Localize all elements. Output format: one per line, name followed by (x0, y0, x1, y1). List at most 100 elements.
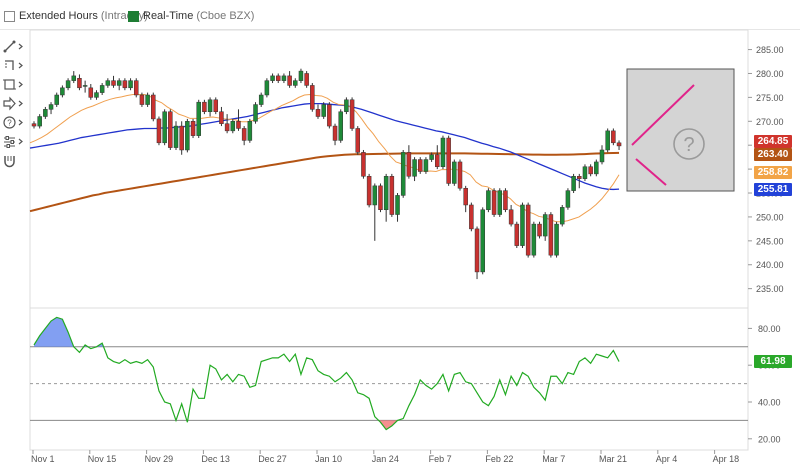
candle (275, 73, 281, 84)
candle-body (287, 75, 292, 86)
candle (156, 116, 162, 146)
candle-body (599, 149, 605, 163)
rsi-panel (30, 316, 748, 431)
candle-body (395, 195, 400, 215)
candle (207, 97, 213, 117)
candle-body (253, 104, 258, 122)
candle (406, 145, 412, 179)
realtime-toggle[interactable]: Real-Time (Cboe BZX) (128, 9, 254, 23)
candle-body (281, 75, 287, 81)
candle-body (338, 111, 343, 141)
time-tick-label: Apr 4 (656, 454, 678, 464)
candle (389, 173, 395, 217)
candle-body (310, 85, 315, 110)
candle-body (366, 176, 372, 206)
candle (54, 92, 59, 107)
price-tick-label: 275.00 (756, 93, 784, 103)
candle (37, 114, 42, 129)
candle (599, 145, 605, 165)
candle-body (537, 223, 542, 237)
candle-body (355, 128, 361, 153)
candle (531, 221, 537, 258)
realtime-checkbox[interactable] (128, 10, 139, 22)
candle-body (133, 80, 139, 96)
measure-tool[interactable] (2, 57, 26, 74)
zoom-tool[interactable] (2, 76, 26, 93)
candle-body (497, 190, 503, 215)
candle-body (480, 209, 485, 273)
candle (412, 157, 417, 182)
candle-body (457, 161, 463, 189)
candle (82, 80, 88, 93)
price-tick-label: 240.00 (756, 260, 784, 270)
candle-body (474, 228, 480, 273)
candle (497, 188, 503, 217)
candle (440, 135, 446, 170)
extended-hours-checkbox[interactable] (4, 10, 15, 22)
close-price-tag: 264.85 (754, 135, 792, 149)
time-tick-label: Feb 7 (429, 454, 452, 464)
candle-body (577, 176, 582, 179)
candle (423, 157, 429, 174)
candle-body (548, 214, 554, 256)
time-tick-label: Jan 24 (372, 454, 399, 464)
candle-body (503, 190, 508, 211)
candle-body (611, 130, 616, 144)
candle (105, 78, 111, 88)
candle (173, 121, 179, 150)
candle-body (207, 99, 213, 112)
candle-body (116, 80, 122, 86)
arrow-tool[interactable] (2, 95, 26, 112)
candle (304, 71, 309, 88)
candle (202, 99, 207, 115)
candle (463, 185, 468, 213)
candle-body (224, 123, 230, 132)
extended-hours-toggle[interactable]: Extended Hours (Intraday) (4, 9, 148, 23)
candle (168, 109, 173, 150)
candle (508, 204, 514, 227)
sma-mid-line (29, 102, 620, 191)
candle (577, 173, 582, 189)
candle-body (264, 80, 270, 96)
candle (474, 226, 480, 280)
candle (366, 173, 372, 208)
candle-body (139, 94, 145, 105)
candle (185, 118, 190, 153)
candle (270, 73, 275, 84)
candle (395, 193, 400, 222)
candle-body (463, 187, 468, 206)
candlesticks (31, 68, 622, 280)
candle-body (554, 223, 559, 256)
candle-body (571, 176, 576, 191)
time-tick-label: Feb 22 (485, 454, 513, 464)
candle-body (179, 125, 184, 151)
price-tick-label: 270.00 (756, 117, 784, 127)
candle-body (43, 109, 48, 117)
help-tool[interactable]: ? (2, 114, 26, 131)
candle (349, 97, 355, 131)
price-tick-label: 285.00 (756, 45, 784, 55)
magnet-tool[interactable] (2, 152, 26, 169)
candle-body (48, 104, 54, 110)
candle-body (412, 159, 417, 177)
trendline-icon (3, 40, 23, 53)
settings-tool[interactable] (2, 133, 26, 150)
candle (588, 164, 593, 177)
candle-body (88, 87, 94, 98)
candle (145, 92, 150, 107)
price-tick-label: 280.00 (756, 69, 784, 79)
candle-body (486, 190, 491, 211)
candle-body (71, 75, 77, 81)
candle (537, 221, 542, 239)
candle (361, 149, 366, 179)
realtime-label: Real-Time (143, 10, 194, 22)
trendline-tool[interactable] (2, 38, 26, 55)
candle-body (406, 152, 412, 177)
candle-body (361, 152, 366, 177)
candle-body (321, 104, 326, 117)
candle (151, 92, 156, 122)
candle (310, 83, 315, 112)
candle (355, 126, 361, 155)
